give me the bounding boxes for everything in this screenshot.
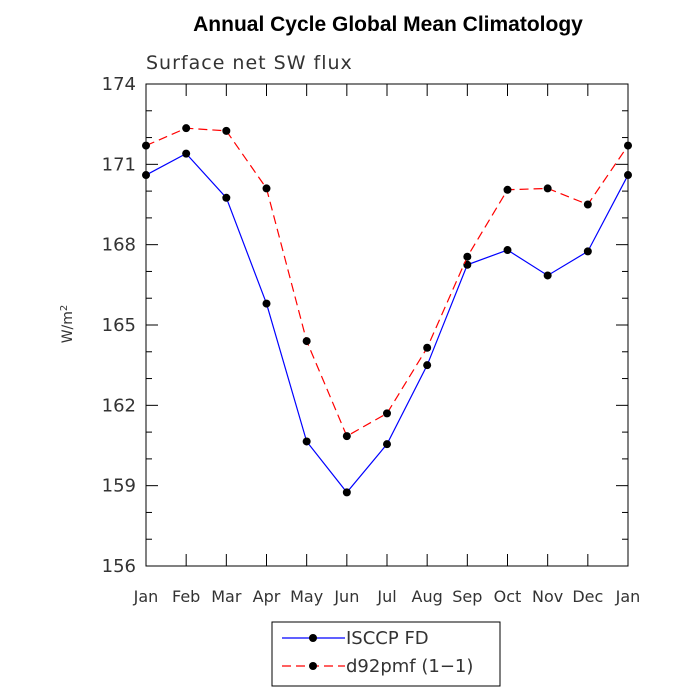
x-tick-label: Mar <box>211 587 242 606</box>
data-point <box>182 124 191 133</box>
x-tick-label: Jun <box>333 587 359 606</box>
data-point <box>423 343 432 352</box>
data-point <box>302 337 311 346</box>
y-axis-label: W/m2 <box>59 305 76 344</box>
data-point <box>423 361 432 370</box>
data-point <box>262 299 271 308</box>
data-point <box>222 126 231 135</box>
data-point <box>543 271 552 280</box>
plot-frame <box>145 83 629 567</box>
data-point <box>182 149 191 158</box>
data-point <box>142 141 150 150</box>
x-tick-label: Oct <box>494 587 522 606</box>
y-tick-label: 165 <box>102 315 136 336</box>
x-axis: Jan Feb Mar Apr May Jun Jul Aug Sep Oct Nov Dec Jan <box>133 84 641 606</box>
legend-label-2: d92pmf (1−1) <box>346 656 473 677</box>
y-tick-label: 168 <box>102 235 136 256</box>
data-point <box>383 440 391 449</box>
y-axis-label-exponent: 2 <box>59 305 70 311</box>
series-1 <box>142 149 632 497</box>
y-tick-label: 159 <box>102 476 136 497</box>
y-tick-label: 162 <box>102 395 136 416</box>
data-point <box>262 184 271 193</box>
legend: ISCCP FD d92pmf (1−1) <box>271 621 501 687</box>
data-point <box>583 200 592 209</box>
series-layer <box>142 124 632 497</box>
legend-box <box>271 621 501 687</box>
x-tick-label: Jan <box>615 587 641 606</box>
x-tick-label: Jan <box>133 587 159 606</box>
plot-border <box>145 83 629 567</box>
x-tick-label: May <box>290 587 323 606</box>
data-point <box>583 247 592 256</box>
data-point <box>624 141 632 150</box>
chart-title: Annual Cycle Global Mean Climatology <box>193 13 583 36</box>
y-tick-label: 174 <box>102 74 136 95</box>
data-point <box>503 185 512 194</box>
y-axis-label-unit: W/m <box>60 311 76 343</box>
x-tick-label: Dec <box>572 587 603 606</box>
x-tick-label: Nov <box>532 587 563 606</box>
series-2 <box>142 124 632 441</box>
data-point <box>503 246 512 255</box>
legend-marker-2 <box>309 662 317 670</box>
data-point <box>383 409 391 418</box>
data-point <box>543 184 552 193</box>
data-point <box>463 252 472 261</box>
data-point <box>142 171 150 180</box>
y-tick-label: 171 <box>102 154 136 175</box>
data-point <box>222 193 231 202</box>
data-point <box>342 432 351 441</box>
x-tick-label: Sep <box>452 587 482 606</box>
y-axis: 156 159 162 165 168 171 174 <box>102 74 628 577</box>
data-point <box>302 437 311 446</box>
legend-marker-1 <box>309 634 317 642</box>
y-tick-label: 156 <box>102 556 136 577</box>
legend-label-1: ISCCP FD <box>346 628 429 649</box>
x-tick-label: Apr <box>253 587 281 606</box>
data-point <box>342 488 351 497</box>
x-tick-label: Jul <box>376 587 396 606</box>
data-point <box>463 260 472 269</box>
data-point <box>624 171 632 180</box>
chart-subtitle: Surface net SW flux <box>146 52 353 74</box>
series-line <box>145 127 629 437</box>
x-tick-label: Feb <box>172 587 200 606</box>
x-tick-label: Aug <box>412 587 443 606</box>
